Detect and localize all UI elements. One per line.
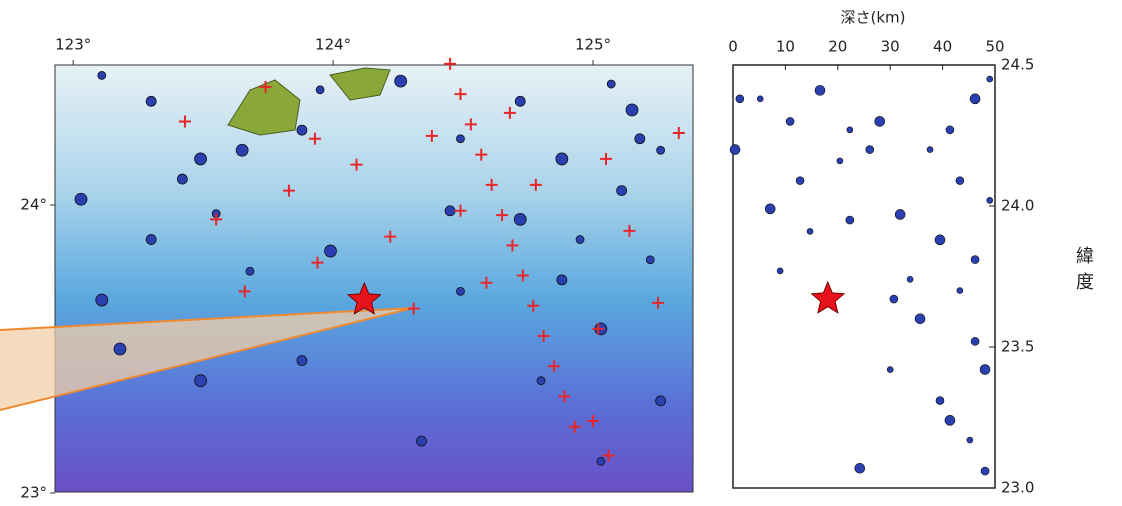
epicenter	[576, 236, 584, 244]
x-tick-label: 125°	[575, 36, 611, 54]
epicenter	[657, 146, 665, 154]
epicenter	[617, 186, 627, 196]
x-tick-label: 124°	[315, 36, 351, 54]
epicenter	[297, 356, 307, 366]
hypocenter	[730, 145, 740, 155]
hypocenter	[890, 295, 898, 303]
epicenter	[626, 104, 638, 116]
epicenter	[316, 86, 324, 94]
hypocenter	[981, 467, 989, 475]
epicenter	[597, 457, 605, 465]
epicenter	[325, 245, 337, 257]
epicenter	[646, 256, 654, 264]
epicenter	[246, 267, 254, 275]
epicenter	[114, 343, 126, 355]
hypocenter	[777, 268, 783, 274]
hypocenter	[846, 216, 854, 224]
hypocenter	[936, 397, 944, 405]
epicenter	[456, 287, 464, 295]
y-tick-label: 23.5	[1001, 338, 1034, 356]
epicenter	[514, 213, 526, 225]
epicenter	[297, 125, 307, 135]
y-tick-label: 23.0	[1001, 479, 1034, 497]
x-tick-label: 30	[881, 38, 900, 56]
y-tick-label: 24°	[20, 196, 47, 214]
epicenter	[195, 153, 207, 165]
epicenter	[98, 71, 106, 79]
figure: 深さ(km) 緯度 123°124°125°24°23°010203040502…	[0, 0, 1122, 502]
x-tick-label: 50	[985, 38, 1004, 56]
hypocenter	[757, 96, 763, 102]
epicenter	[456, 135, 464, 143]
hypocenter	[980, 365, 990, 375]
hypocenter	[971, 256, 979, 264]
epicenter	[515, 96, 525, 106]
epicenter	[75, 193, 87, 205]
x-tick-label: 0	[728, 38, 738, 56]
hypocenter	[957, 288, 963, 294]
hypocenter	[796, 177, 804, 185]
epicenter	[656, 396, 666, 406]
epicenter	[177, 174, 187, 184]
hypocenter	[855, 463, 865, 473]
hypocenter	[765, 204, 775, 214]
hypocenter	[915, 314, 925, 324]
hypocenter	[987, 76, 993, 82]
x-tick-label: 123°	[55, 36, 91, 54]
epicenter	[445, 206, 455, 216]
hypocenter	[837, 158, 843, 164]
hypocenter	[935, 235, 945, 245]
hypocenter	[907, 276, 913, 282]
epicenter	[556, 153, 568, 165]
map-background	[55, 65, 693, 492]
hypocenter	[967, 437, 973, 443]
epicenter	[395, 75, 407, 87]
hypocenter	[887, 367, 893, 373]
hypocenter	[736, 95, 744, 103]
epicenter	[96, 294, 108, 306]
y-tick-label: 23°	[20, 484, 47, 502]
epicenter	[146, 96, 156, 106]
epicenter	[195, 375, 207, 387]
hypocenter	[786, 117, 794, 125]
hypocenter	[815, 85, 825, 95]
y-axis-title: 緯度	[1076, 246, 1094, 293]
x-tick-label: 40	[933, 38, 952, 56]
epicenter	[537, 377, 545, 385]
hypocenter	[927, 147, 933, 153]
epicenter	[416, 436, 426, 446]
y-tick-label: 24.0	[1001, 197, 1034, 215]
hypocenter	[945, 415, 955, 425]
epicenter	[607, 80, 615, 88]
epicenter	[236, 144, 248, 156]
hypocenter	[866, 146, 874, 154]
hypocenter	[971, 337, 979, 345]
x-tick-label: 20	[828, 38, 847, 56]
hypocenter	[847, 127, 853, 133]
hypocenter	[970, 94, 980, 104]
epicenter	[557, 275, 567, 285]
section-frame	[733, 65, 995, 488]
hypocenter	[956, 177, 964, 185]
hypocenter	[875, 116, 885, 126]
hypocenter	[895, 209, 905, 219]
x-tick-label: 10	[776, 38, 795, 56]
hypocenter	[807, 228, 813, 234]
epicenter	[635, 134, 645, 144]
hypocenter	[946, 126, 954, 134]
x-axis-title: 深さ(km)	[840, 9, 905, 27]
epicenter	[146, 235, 156, 245]
hypocenter	[987, 197, 993, 203]
y-tick-label: 24.5	[1001, 56, 1034, 74]
